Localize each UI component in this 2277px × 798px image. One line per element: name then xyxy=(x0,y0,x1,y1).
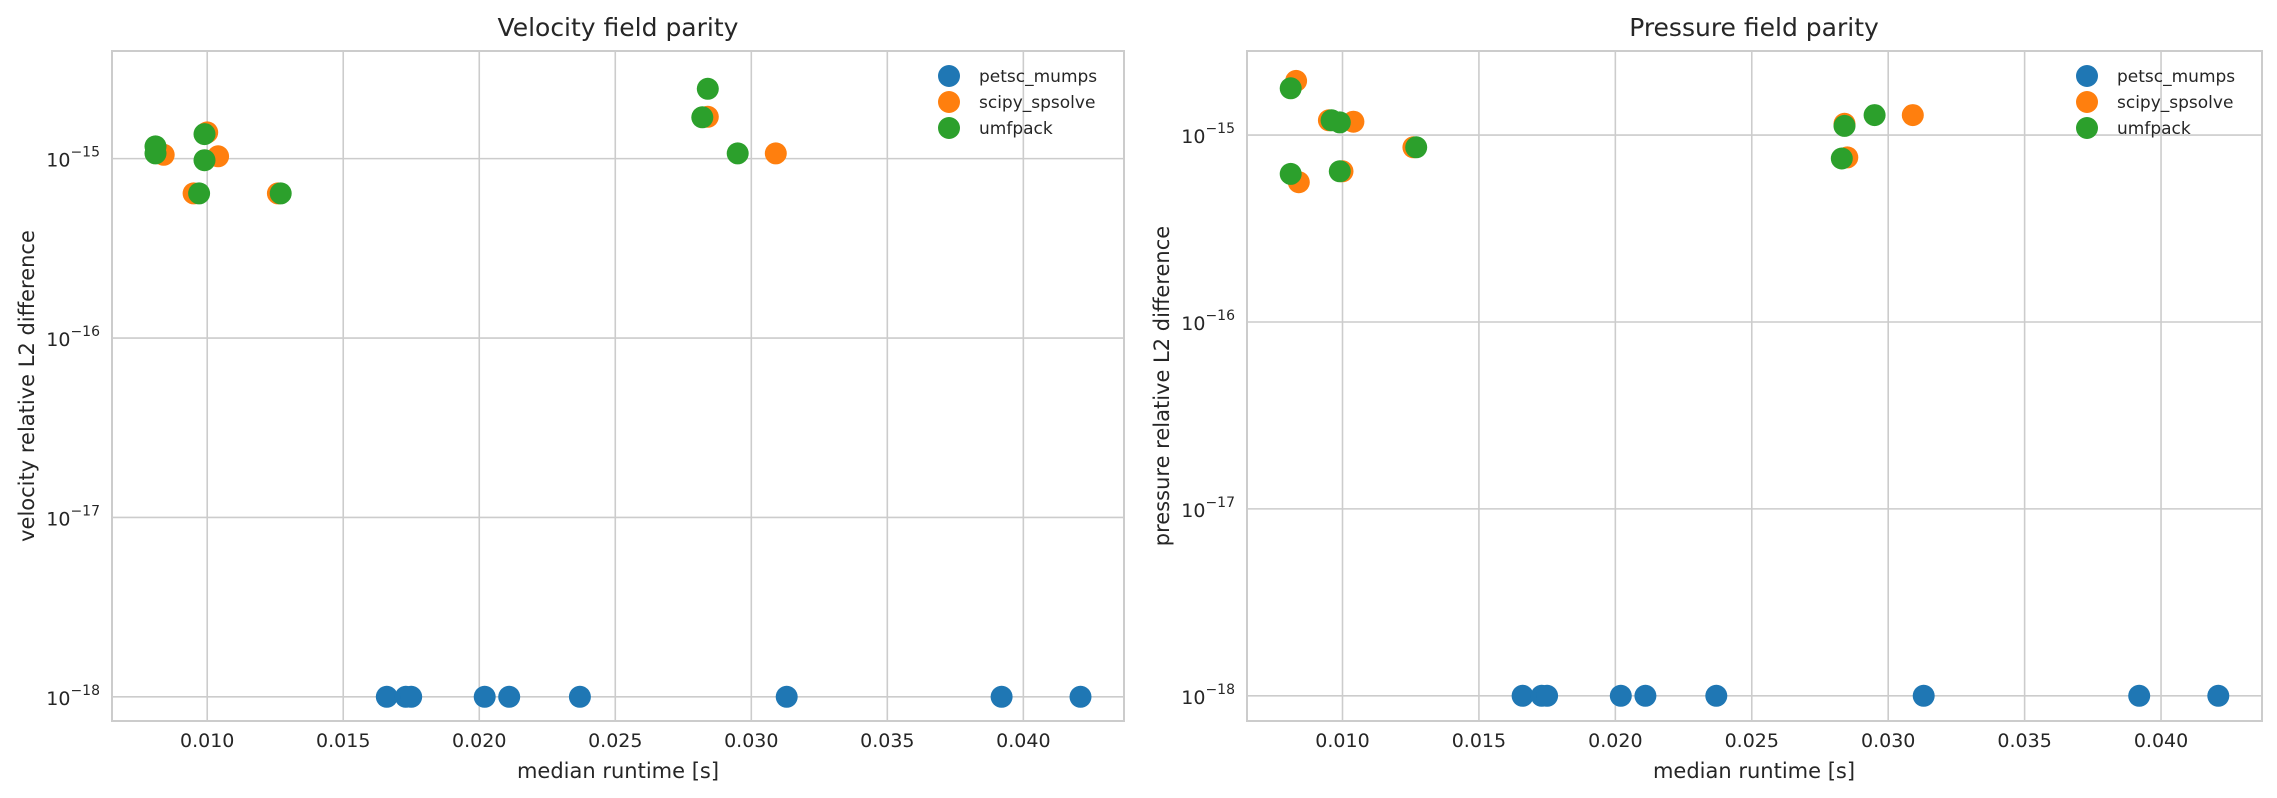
data-point-umfpack xyxy=(1833,114,1856,137)
legend-marker xyxy=(938,91,960,113)
data-point-petsc-mumps xyxy=(990,685,1013,708)
data-point-umfpack xyxy=(696,77,719,100)
x-tick-label: 0.025 xyxy=(588,730,642,752)
legend-marker xyxy=(2076,91,2098,113)
data-point-umfpack xyxy=(726,142,749,165)
data-point-petsc-mumps xyxy=(2128,684,2151,707)
y-tick-label: 10−17 xyxy=(1181,495,1235,522)
data-point-petsc-mumps xyxy=(1069,685,1092,708)
y-axis-label: velocity relative L2 difference xyxy=(15,230,39,542)
y-tick-labels: 10−18 10−17 10−16 10−15 xyxy=(46,145,100,710)
x-tick-label: 0.035 xyxy=(1997,730,2051,752)
y-tick-label: 10−17 xyxy=(46,503,100,530)
data-point-umfpack xyxy=(1328,160,1351,183)
x-tick-label: 0.015 xyxy=(316,730,370,752)
legend-marker xyxy=(938,117,960,139)
plot-frame xyxy=(1246,50,2263,722)
x-tick-label: 0.030 xyxy=(1861,730,1915,752)
grid xyxy=(1247,51,2262,721)
data-point-umfpack xyxy=(1863,104,1886,127)
chart-title: Pressure field parity xyxy=(1629,13,1879,42)
pressure-parity-chart: 0.010 0.015 0.020 0.025 0.030 0.035 0.040 10−1… xyxy=(1150,13,2263,783)
data-point-umfpack xyxy=(1328,111,1351,134)
data-point-umfpack xyxy=(193,149,216,172)
x-axis-label: median runtime [s] xyxy=(517,759,719,783)
data-point-petsc-mumps xyxy=(568,685,591,708)
data-point-scipy-spsolve xyxy=(1901,104,1924,127)
x-tick-label: 0.025 xyxy=(1725,730,1779,752)
legend-label: petsc_mumps xyxy=(979,67,1097,87)
data-point-petsc-mumps xyxy=(1705,684,1728,707)
x-tick-label: 0.020 xyxy=(1588,730,1642,752)
data-point-petsc-mumps xyxy=(1634,684,1657,707)
data-point-petsc-mumps xyxy=(1511,684,1534,707)
data-point-petsc-mumps xyxy=(1609,684,1632,707)
y-tick-label: 10−18 xyxy=(1181,682,1235,709)
legend-label: umfpack xyxy=(979,119,1053,139)
legend-label: scipy_spsolve xyxy=(979,93,1095,113)
data-point-umfpack xyxy=(1279,77,1302,100)
data-point-petsc-mumps xyxy=(400,685,423,708)
x-tick-label: 0.020 xyxy=(452,730,506,752)
data-point-umfpack xyxy=(193,123,216,146)
x-tick-label: 0.030 xyxy=(724,730,778,752)
y-tick-label: 10−16 xyxy=(46,324,100,351)
x-axis-label: median runtime [s] xyxy=(1653,759,1855,783)
y-tick-label: 10−15 xyxy=(1181,121,1235,148)
x-tick-label: 0.035 xyxy=(860,730,914,752)
legend-marker xyxy=(2076,117,2098,139)
x-tick-label: 0.010 xyxy=(1315,730,1369,752)
y-tick-labels: 10−18 10−17 10−16 10−15 xyxy=(1181,121,1235,709)
x-tick-labels: 0.010 0.015 0.020 0.025 0.030 0.035 0.040 xyxy=(180,730,1051,752)
data-point-petsc-mumps xyxy=(375,685,398,708)
legend-label: umfpack xyxy=(2117,119,2191,139)
data-point-petsc-mumps xyxy=(775,685,798,708)
data-point-petsc-mumps xyxy=(2207,684,2230,707)
grid xyxy=(112,51,1124,721)
data-point-umfpack xyxy=(1405,136,1428,159)
x-tick-label: 0.040 xyxy=(996,730,1050,752)
x-tick-labels: 0.010 0.015 0.020 0.025 0.030 0.035 0.040 xyxy=(1315,730,2188,752)
x-tick-label: 0.040 xyxy=(2134,730,2188,752)
x-tick-label: 0.010 xyxy=(180,730,234,752)
data-point-petsc-mumps xyxy=(498,685,521,708)
velocity-parity-chart: 0.010 0.015 0.020 0.025 0.030 0.035 0.040 10−1… xyxy=(15,13,1125,783)
data-point-umfpack xyxy=(269,182,292,205)
y-axis-label: pressure relative L2 difference xyxy=(1150,226,1174,546)
data-points xyxy=(144,77,1092,708)
data-point-petsc-mumps xyxy=(1912,684,1935,707)
data-point-petsc-mumps xyxy=(1536,684,1559,707)
data-point-umfpack xyxy=(1830,147,1853,170)
data-point-umfpack xyxy=(144,142,167,165)
data-point-umfpack xyxy=(691,106,714,129)
legend-label: petsc_mumps xyxy=(2117,67,2235,87)
y-tick-label: 10−16 xyxy=(1181,308,1235,335)
chart-title: Velocity field parity xyxy=(498,13,739,42)
data-point-petsc-mumps xyxy=(473,685,496,708)
data-point-umfpack xyxy=(188,182,211,205)
plot-frame xyxy=(111,50,1125,722)
legend-marker xyxy=(2076,65,2098,87)
data-point-scipy-spsolve xyxy=(764,142,787,165)
legend-marker xyxy=(938,65,960,87)
legend-label: scipy_spsolve xyxy=(2117,93,2233,113)
x-tick-label: 0.015 xyxy=(1452,730,1506,752)
data-points xyxy=(1279,69,2230,707)
data-point-umfpack xyxy=(1279,162,1302,185)
y-tick-label: 10−18 xyxy=(46,683,100,710)
y-tick-label: 10−15 xyxy=(46,145,100,172)
